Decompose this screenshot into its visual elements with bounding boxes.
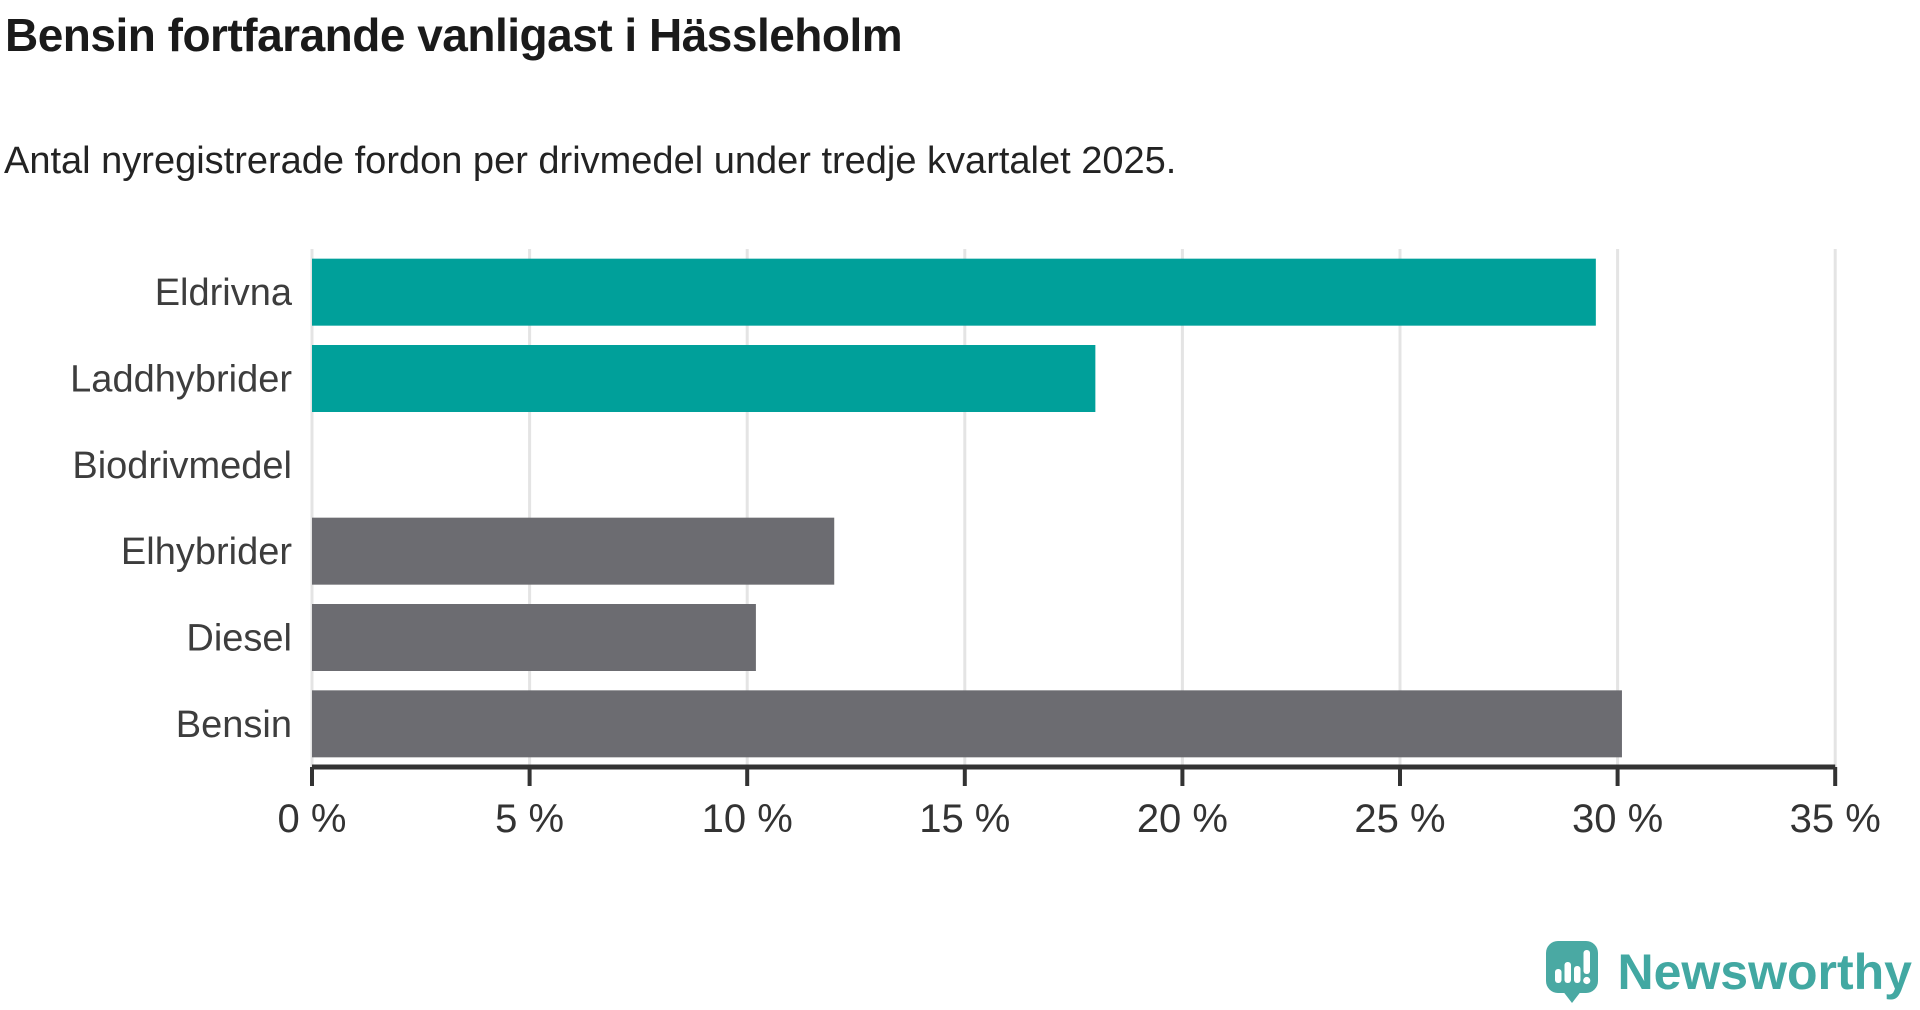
tick-label: 5 %: [495, 797, 564, 841]
tick-label: 30 %: [1572, 797, 1663, 841]
chart-title: Bensin fortfarande vanligast i Hässlehol…: [5, 9, 903, 61]
bar: [312, 517, 835, 585]
bar: [312, 604, 756, 671]
chart-subtitle: Antal nyregistrerade fordon per drivmede…: [4, 140, 1177, 182]
bar: [312, 258, 1596, 326]
newsworthy-logo-icon: [1546, 941, 1599, 1003]
tick-label: 20 %: [1137, 797, 1228, 841]
newsworthy-logo-text: Newsworthy: [1617, 944, 1912, 1000]
category-label: Laddhybrider: [70, 359, 292, 401]
category-label: Elhybrider: [121, 531, 292, 573]
bar: [312, 345, 1096, 412]
category-label: Bensin: [176, 704, 292, 746]
bar: [312, 690, 1622, 758]
category-label: Eldrivna: [155, 272, 293, 314]
category-label: Biodrivmedel: [72, 445, 292, 487]
newsworthy-logo: Newsworthy: [1545, 940, 1912, 1004]
tick-label: 15 %: [919, 797, 1010, 841]
tick-label: 0 %: [278, 797, 347, 841]
tick-label: 10 %: [702, 797, 793, 841]
tick-label: 35 %: [1790, 797, 1881, 841]
category-label: Diesel: [186, 618, 292, 660]
tick-label: 25 %: [1354, 797, 1445, 841]
